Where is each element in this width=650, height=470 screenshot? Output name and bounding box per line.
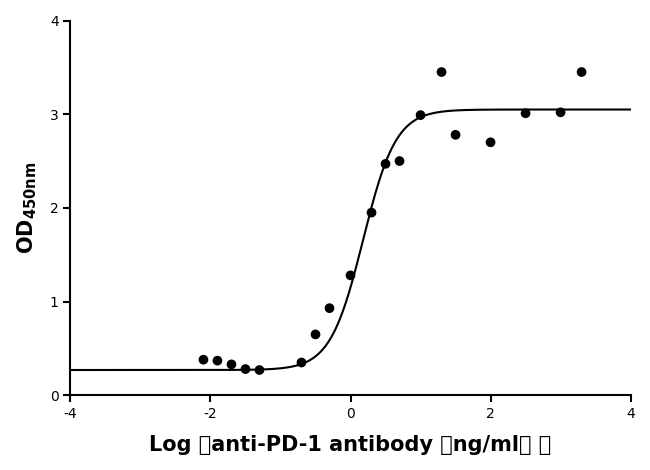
Y-axis label: $\mathbf{OD_{450nm}}$: $\mathbf{OD_{450nm}}$: [15, 162, 38, 254]
Point: [198, 356, 209, 363]
Point: [254, 366, 265, 374]
Point: [296, 359, 307, 366]
Point: [436, 68, 447, 76]
Point: [367, 209, 377, 216]
Point: [310, 330, 320, 338]
X-axis label: Log （anti-PD-1 antibody （ng/ml） ）: Log （anti-PD-1 antibody （ng/ml） ）: [150, 435, 552, 455]
Point: [395, 157, 405, 165]
Point: [324, 305, 335, 312]
Point: [450, 131, 461, 139]
Point: [213, 357, 223, 364]
Point: [240, 365, 251, 373]
Point: [521, 110, 531, 117]
Point: [415, 111, 426, 119]
Point: [226, 360, 237, 368]
Point: [577, 68, 587, 76]
Point: [380, 160, 391, 168]
Point: [486, 139, 496, 146]
Point: [555, 109, 566, 116]
Point: [345, 272, 356, 279]
